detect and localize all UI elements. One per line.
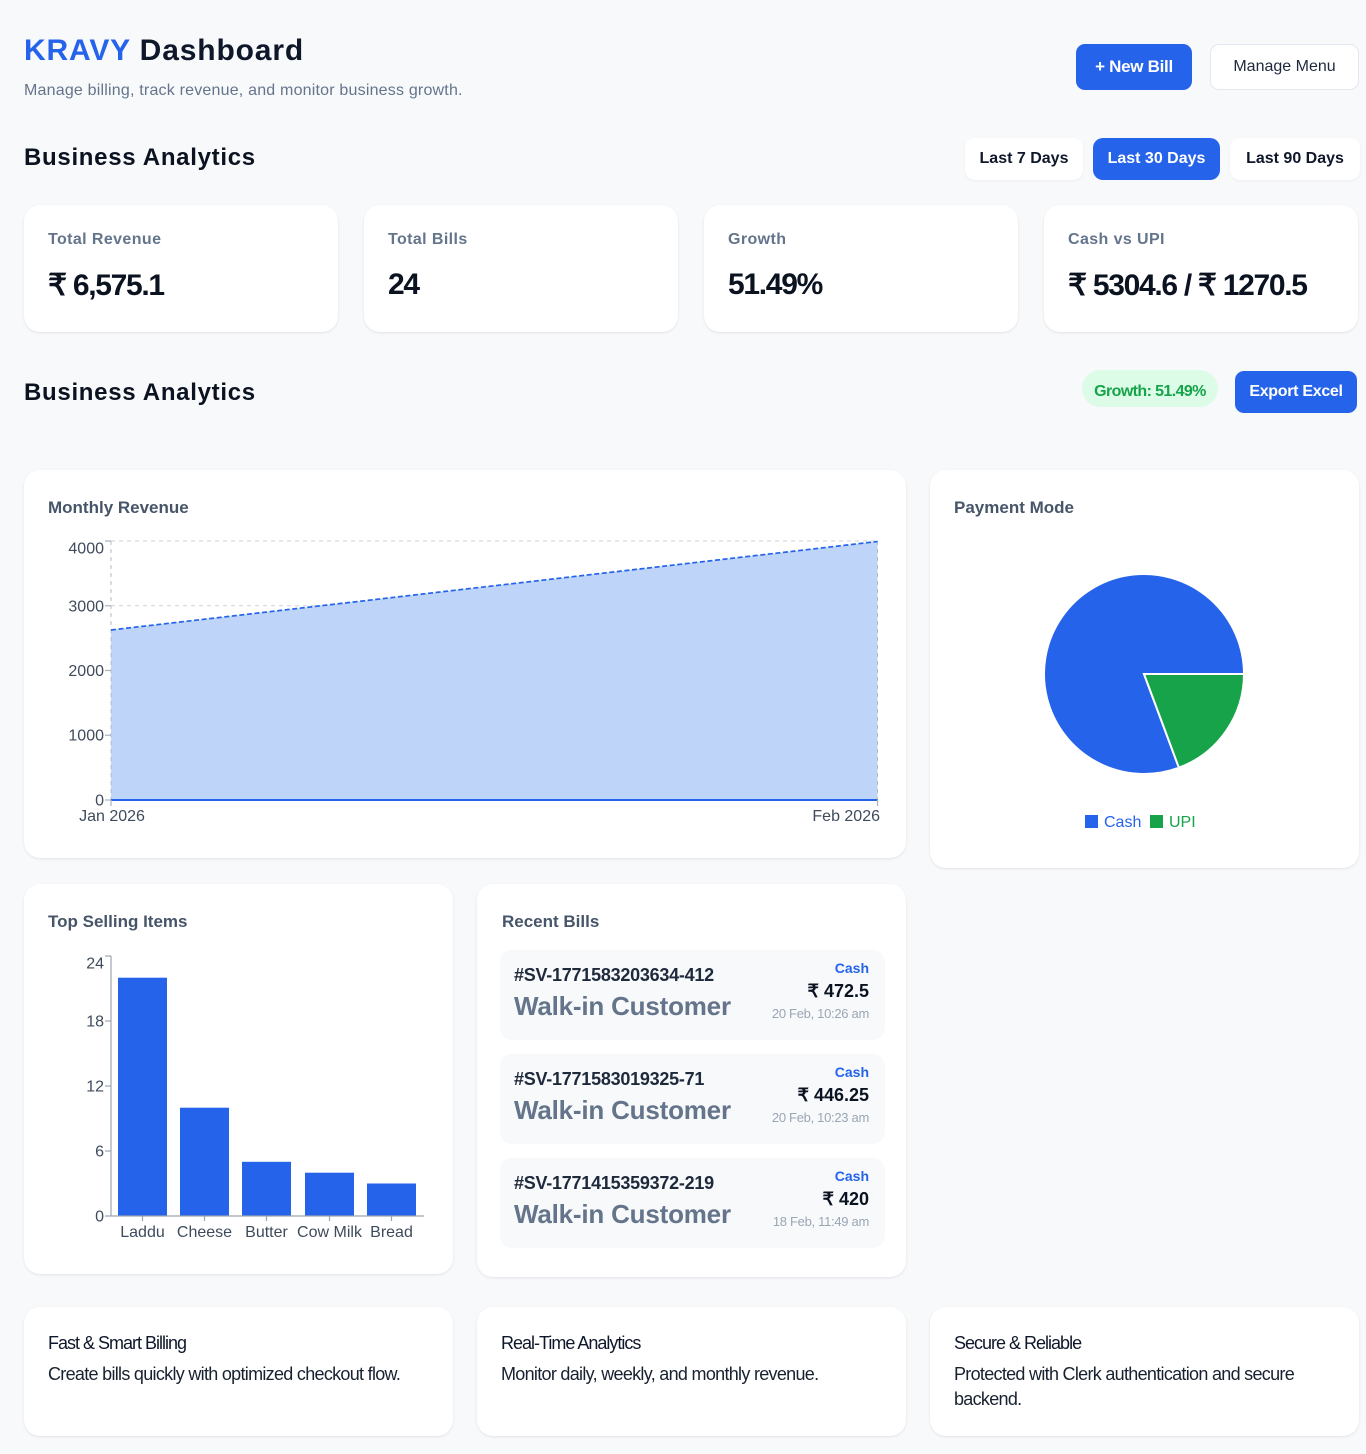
svg-text:Jan 2026: Jan 2026 <box>79 808 145 825</box>
svg-text:1000: 1000 <box>68 728 104 745</box>
svg-text:Feb 2026: Feb 2026 <box>812 808 880 825</box>
svg-text:0: 0 <box>95 1209 104 1226</box>
svg-text:Cow Milk: Cow Milk <box>297 1224 363 1241</box>
svg-text:12: 12 <box>86 1079 104 1096</box>
svg-text:4000: 4000 <box>68 541 104 558</box>
svg-text:Butter: Butter <box>245 1224 288 1241</box>
svg-text:6: 6 <box>95 1144 104 1161</box>
svg-text:24: 24 <box>86 956 104 973</box>
svg-text:Cheese: Cheese <box>177 1224 232 1241</box>
svg-text:18: 18 <box>86 1014 104 1031</box>
svg-text:3000: 3000 <box>68 598 104 615</box>
svg-text:Cash: Cash <box>1104 814 1141 831</box>
svg-text:Laddu: Laddu <box>120 1224 165 1241</box>
svg-text:2000: 2000 <box>68 663 104 680</box>
svg-text:0: 0 <box>95 792 104 809</box>
svg-text:UPI: UPI <box>1169 814 1196 831</box>
svg-text:Bread: Bread <box>370 1224 413 1241</box>
